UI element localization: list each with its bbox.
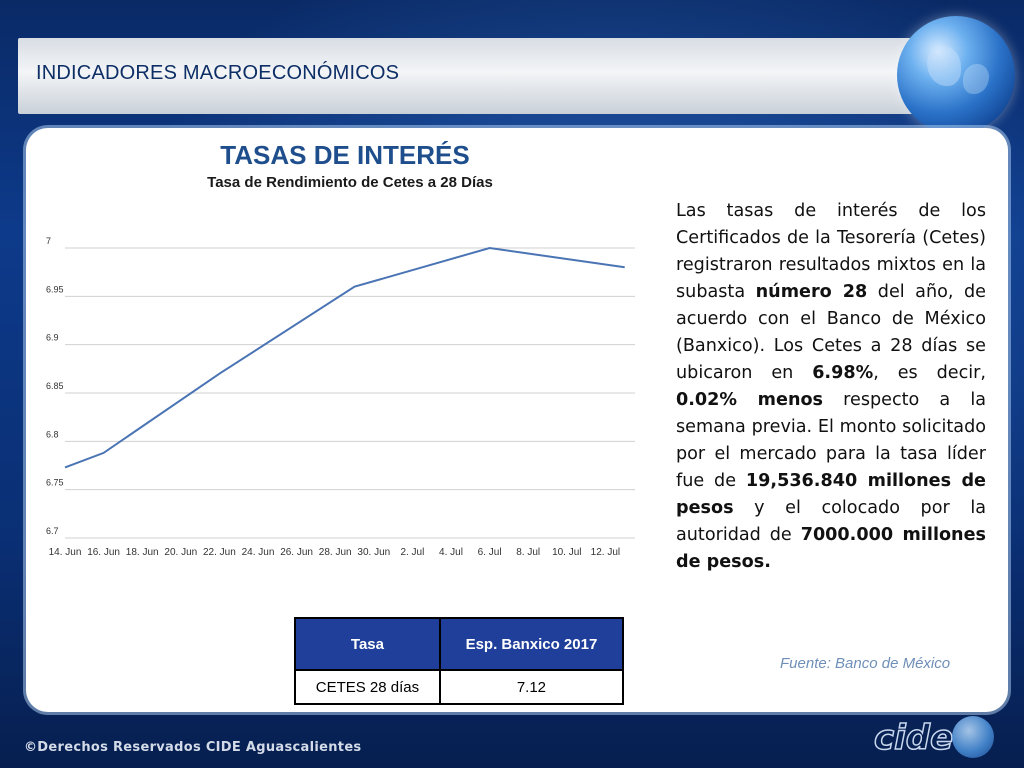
table-header-tasa: Tasa (294, 617, 441, 671)
table-cell-instrument: CETES 28 días (294, 669, 441, 705)
x-tick-label: 10. Jul (552, 547, 581, 558)
x-tick-label: 8. Jul (516, 547, 540, 558)
description-bold: número 28 (755, 282, 868, 302)
globe-land (927, 46, 961, 86)
y-tick-label: 6.75 (46, 478, 64, 488)
chart-title: TASAS DE INTERÉS (220, 140, 470, 170)
x-tick-label: 2. Jul (400, 547, 424, 558)
description-segment: Las tasas de interés de los Certificados… (676, 201, 986, 302)
table-row: CETES 28 días 7.12 (294, 669, 625, 705)
x-tick-label: 12. Jul (591, 547, 620, 558)
x-tick-label: 30. Jun (357, 547, 390, 558)
table-header-row: Tasa Esp. Banxico 2017 (294, 617, 625, 671)
description-segment: del año, de acuerdo con el Banco de Méxi… (676, 282, 986, 383)
x-tick-label: 24. Jun (242, 547, 275, 558)
description-segment: , es decir, (873, 363, 986, 383)
x-tick-label: 26. Jun (280, 547, 313, 558)
x-tick-label: 28. Jun (319, 547, 352, 558)
x-tick-label: 22. Jun (203, 547, 236, 558)
globe-icon (952, 716, 994, 758)
series-line (64, 246, 625, 469)
description-segment: respecto a la semana previa. El monto so… (676, 390, 986, 491)
x-tick-label: 6. Jul (478, 547, 502, 558)
globe-land (963, 64, 989, 94)
header-bar (18, 38, 948, 114)
line-chart: 6.7 6.75 6.8 6.85 6.9 6.95 7 14. Jun 16. Jun 18. … (46, 236, 635, 558)
x-tick-label: 16. Jun (87, 547, 120, 558)
y-tick-label: 6.7 (46, 526, 59, 536)
y-tick-label: 6.85 (46, 381, 64, 391)
x-tick-label: 4. Jul (439, 547, 463, 558)
chart-subtitle: Tasa de Rendimiento de Cetes a 28 Días (207, 174, 493, 191)
y-tick-label: 6.9 (46, 333, 59, 343)
y-tick-label: 6.8 (46, 429, 59, 439)
x-tick-label: 14. Jun (49, 547, 82, 558)
cide-logo: cide (872, 714, 998, 762)
table-cell-value: 7.12 (438, 669, 625, 705)
forecast-table: Tasa Esp. Banxico 2017 CETES 28 días 7.1… (294, 617, 625, 705)
x-tick-label: 18. Jun (126, 547, 159, 558)
source-note: Fuente: Banco de México (780, 655, 951, 672)
content-panel (26, 128, 1008, 712)
description-bold: 7000.000 millones de pesos. (676, 525, 986, 572)
y-tick-label: 6.95 (46, 284, 64, 294)
description-segment: y el colocado por la autoridad de (676, 498, 986, 545)
x-tick-label: 20. Jun (164, 547, 197, 558)
description-bold: 6.98% (812, 363, 874, 383)
y-tick-label: 7 (46, 236, 51, 246)
description-bold: 19,536.840 millones de pesos (676, 471, 986, 518)
table-header-esp-banxico: Esp. Banxico 2017 (438, 617, 625, 671)
slide-title: INDICADORES MACROECONÓMICOS (36, 62, 400, 84)
cide-logo-text: cide (873, 717, 954, 759)
globe-icon (897, 16, 1015, 134)
description-text: Las tasas de interés de los Certificados… (676, 198, 986, 576)
footer-copyright: ©Derechos Reservados CIDE Aguascalientes (24, 740, 362, 755)
description-bold: 0.02% menos (676, 390, 824, 410)
